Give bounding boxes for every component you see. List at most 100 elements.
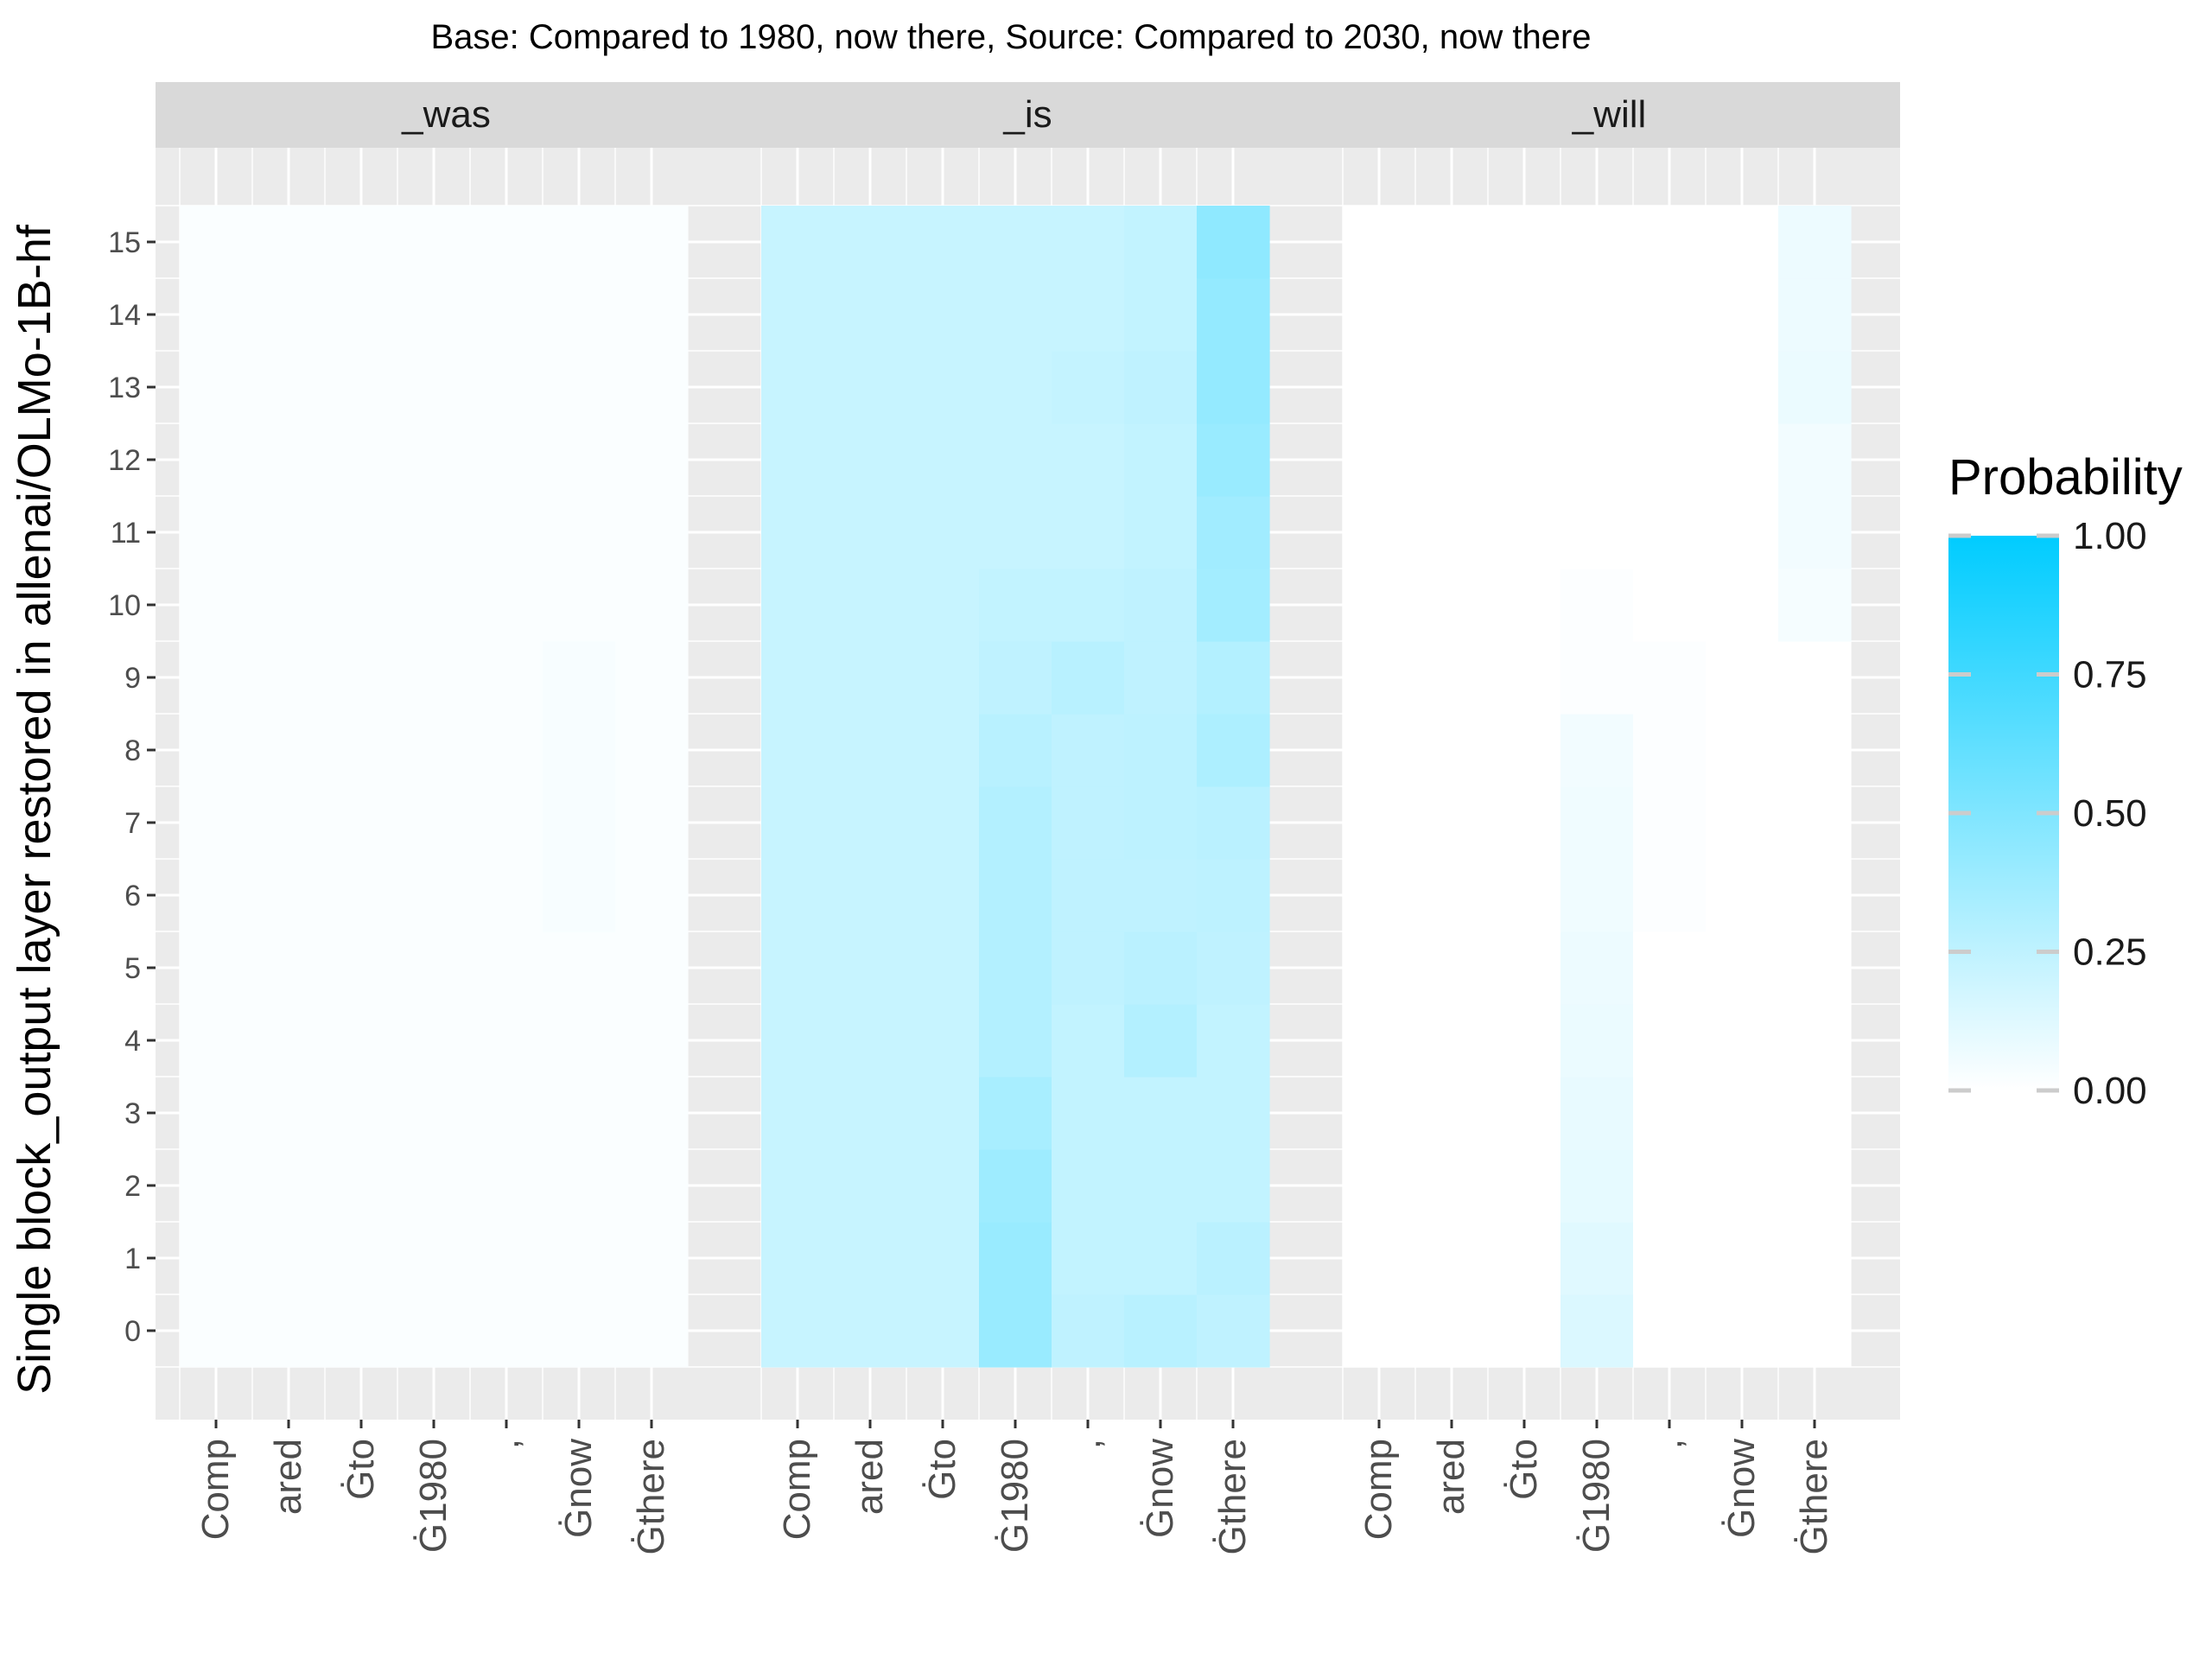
heatmap-cell [1706, 641, 1779, 715]
heatmap-cell [906, 931, 980, 1005]
heatmap-cell [1706, 1077, 1779, 1150]
heatmap-cell [325, 714, 398, 787]
heatmap-cell [252, 1004, 326, 1077]
heatmap-cell [761, 351, 835, 424]
heatmap-cell [834, 206, 907, 279]
x-axis-ticks: Comp ared Ġto Ġ1980, Ġnow Ġthere [1357, 1420, 1835, 1555]
heatmap-cell [834, 931, 907, 1005]
heatmap-cell [1560, 278, 1634, 352]
heatmap-cell [906, 641, 980, 715]
heatmap-cell [979, 423, 1052, 497]
heatmap-cell [1488, 351, 1561, 424]
heatmap-cell [1488, 278, 1561, 352]
heatmap-cell [470, 1294, 543, 1368]
heatmap-cells [180, 206, 689, 1368]
heatmap-cell [252, 931, 326, 1005]
heatmap-cell [1197, 1294, 1270, 1368]
heatmap-cell [1706, 786, 1779, 860]
heatmap-cell [761, 931, 835, 1005]
heatmap-cell [1343, 641, 1416, 715]
heatmap-cell [1124, 714, 1198, 787]
heatmap-cell [906, 496, 980, 569]
heatmap-cell [1052, 714, 1125, 787]
heatmap-cell [979, 1004, 1052, 1077]
heatmap-cell [470, 859, 543, 932]
heatmap-cell [1633, 931, 1707, 1005]
heatmap-cell [615, 859, 689, 932]
heatmap-cell [325, 206, 398, 279]
heatmap-cell [1415, 1222, 1489, 1295]
heatmap-cell [1124, 786, 1198, 860]
heatmap-cell [834, 1222, 907, 1295]
heatmap-cell [543, 786, 616, 860]
heatmap-cell [1124, 496, 1198, 569]
heatmap-cell [1415, 423, 1489, 497]
legend-tick-label: 0.50 [2073, 792, 2147, 835]
y-tick-label: 3 [124, 1097, 141, 1130]
heatmap-cell [1052, 1149, 1125, 1223]
heatmap-cell [252, 714, 326, 787]
heatmap-cell [979, 206, 1052, 279]
x-tick-label: Comp [194, 1439, 237, 1540]
heatmap-cell [1343, 1294, 1416, 1368]
heatmap-cell [470, 1077, 543, 1150]
x-tick-label: Ġto [340, 1439, 382, 1500]
heatmap-cell [1415, 1149, 1489, 1223]
heatmap-cell [761, 1077, 835, 1150]
heatmap-cell [615, 714, 689, 787]
heatmap-cell [906, 859, 980, 932]
heatmap-cell [1633, 786, 1707, 860]
heatmap-cell [470, 1222, 543, 1295]
heatmap-cell [834, 641, 907, 715]
heatmap-cell [1197, 1004, 1270, 1077]
heatmap-cell [397, 278, 471, 352]
heatmap-cell [543, 278, 616, 352]
heatmap-cell [1560, 1149, 1634, 1223]
heatmap-cell [834, 714, 907, 787]
heatmap-cell [1778, 1077, 1852, 1150]
x-tick-label: Ġthere [1211, 1439, 1254, 1555]
heatmap-cell [252, 859, 326, 932]
heatmap-cell [615, 278, 689, 352]
heatmap-cell [834, 1004, 907, 1077]
heatmap-cell [252, 496, 326, 569]
heatmap-cell [1052, 1294, 1125, 1368]
heatmap-cell [180, 1222, 253, 1295]
heatmap-cell [1633, 1294, 1707, 1368]
heatmap-cell [1343, 496, 1416, 569]
heatmap-cell [1343, 278, 1416, 352]
heatmap-cell [470, 206, 543, 279]
heatmap-cell [761, 714, 835, 787]
heatmap-cell [543, 1077, 616, 1150]
y-tick-label: 7 [124, 807, 141, 840]
heatmap-cell [1560, 859, 1634, 932]
heatmap-cell [906, 278, 980, 352]
heatmap-cell [180, 1004, 253, 1077]
heatmap-cell [252, 351, 326, 424]
heatmap-cell [543, 1222, 616, 1295]
heatmap-cell [1415, 1294, 1489, 1368]
facet-strip [1319, 82, 1900, 148]
heatmap-cell [1488, 714, 1561, 787]
heatmap-cell [1488, 931, 1561, 1005]
x-tick-label: , [1648, 1439, 1690, 1449]
heatmap-cell [1343, 859, 1416, 932]
heatmap-cell [1343, 351, 1416, 424]
heatmap-cell [761, 1294, 835, 1368]
heatmap-cell [1488, 1077, 1561, 1150]
heatmap-cell [906, 569, 980, 642]
heatmap-cell [180, 786, 253, 860]
heatmap-cell [761, 278, 835, 352]
heatmap-cell [1560, 569, 1634, 642]
heatmap-cell [906, 1222, 980, 1295]
y-tick-label: 14 [108, 299, 141, 332]
heatmap-cell [252, 1294, 326, 1368]
heatmap-cell [615, 351, 689, 424]
heatmap-cell [1343, 206, 1416, 279]
heatmap-cell [979, 859, 1052, 932]
heatmap-cell [1706, 278, 1779, 352]
heatmap-cell [1706, 859, 1779, 932]
heatmap-cell [470, 351, 543, 424]
heatmap-cell [1560, 206, 1634, 279]
